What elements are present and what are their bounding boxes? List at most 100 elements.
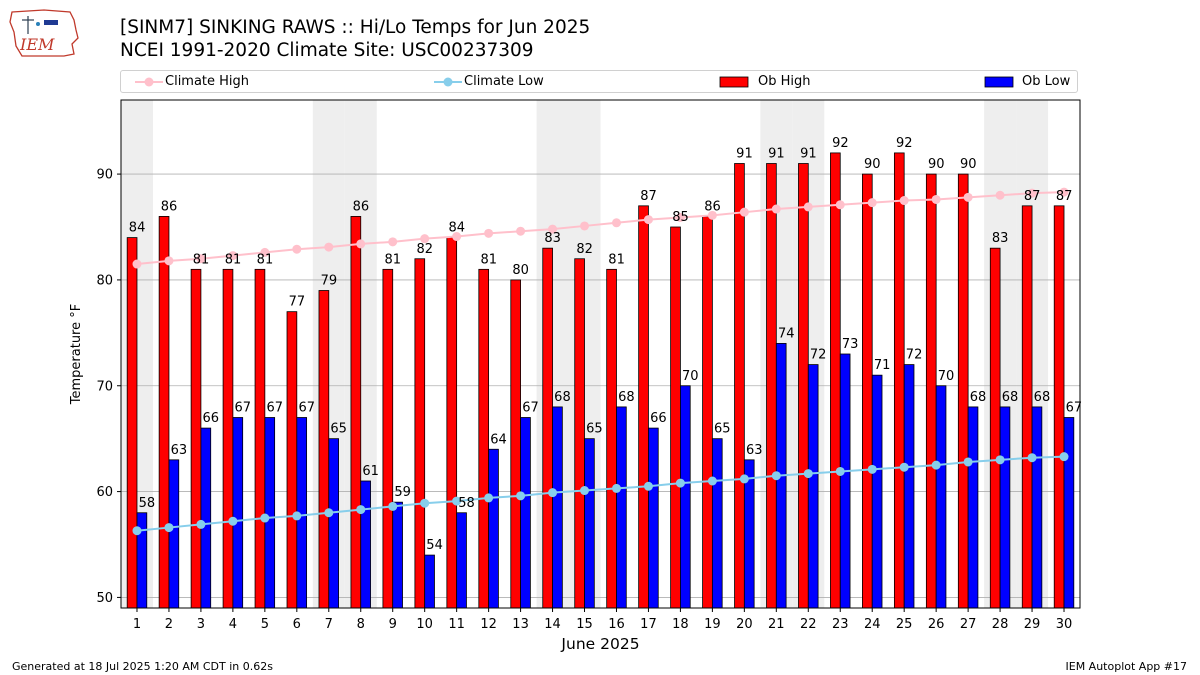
ob-high-bar	[542, 247, 553, 609]
ob-high-label: 91	[800, 147, 817, 162]
ob-high-label: 81	[225, 252, 242, 267]
climate-low-point	[132, 526, 142, 536]
x-tick-label: 11	[448, 617, 465, 632]
legend-climate-high-label: Climate High	[165, 74, 250, 89]
ob-high-label: 81	[193, 252, 210, 267]
climate-low-point	[867, 464, 877, 474]
climate-high-point	[420, 234, 430, 244]
x-tick-label: 6	[293, 617, 301, 632]
ob-low-label: 68	[1034, 390, 1051, 405]
climate-high-point	[995, 190, 1005, 200]
ob-low-bar	[1031, 406, 1043, 609]
x-tick-label: 30	[1056, 617, 1073, 632]
ob-low-label: 67	[1066, 401, 1083, 416]
climate-low-point	[228, 516, 238, 526]
chart-title: [SINM7] SINKING RAWS :: Hi/Lo Temps for …	[120, 17, 591, 38]
ob-high-label: 77	[289, 295, 306, 310]
climate-high-point	[484, 228, 494, 238]
app-label: IEM Autoplot App #17	[1065, 660, 1188, 673]
climate-low-point	[707, 476, 717, 486]
ob-low-bar	[648, 427, 659, 609]
ob-high-bar	[1053, 205, 1065, 609]
ob-low-label: 73	[842, 337, 859, 352]
legend-climate-low-label: Climate Low	[464, 74, 544, 89]
x-tick-label: 14	[544, 617, 561, 632]
ob-high-bar	[734, 163, 745, 609]
climate-low-point	[324, 508, 334, 518]
ob-high-bar	[670, 226, 681, 609]
ob-high-label: 81	[480, 252, 497, 267]
climate-high-point	[931, 194, 941, 204]
ob-high-label: 85	[672, 210, 689, 225]
ob-low-label: 63	[746, 443, 763, 458]
ob-high-bar	[925, 173, 937, 609]
ob-low-label: 66	[203, 411, 220, 426]
ob-low-bar	[552, 406, 563, 609]
ob-high-bar	[382, 268, 394, 609]
climate-low-point	[388, 501, 398, 511]
generated-timestamp: Generated at 18 Jul 2025 1:20 AM CDT in …	[12, 660, 273, 673]
x-tick-label: 16	[608, 617, 625, 632]
ob-low-bar	[456, 512, 467, 609]
ob-high-label: 81	[608, 252, 625, 267]
legend-ob-high-label: Ob High	[758, 74, 811, 89]
ob-high-label: 87	[1024, 189, 1041, 204]
ob-high-bar	[574, 258, 585, 609]
climate-low-point	[771, 471, 781, 481]
ob-high-bar	[862, 173, 873, 609]
climate-low-point	[164, 523, 174, 533]
climate-low-point	[356, 505, 366, 515]
ob-high-label: 87	[640, 189, 657, 204]
ob-low-label: 70	[938, 369, 955, 384]
climate-high-point	[771, 204, 781, 214]
x-tick-label: 7	[325, 617, 333, 632]
climate-high-point	[260, 247, 270, 257]
climate-high-point	[835, 200, 845, 210]
ob-low-label: 71	[874, 358, 891, 373]
y-axis-label: Temperature °F	[69, 304, 84, 405]
climate-low-point	[675, 478, 685, 488]
ob-high-bar	[830, 152, 841, 609]
climate-high-point	[356, 239, 366, 249]
ob-high-label: 79	[321, 274, 338, 289]
ob-high-label: 86	[161, 199, 178, 214]
x-tick-label: 18	[672, 617, 689, 632]
climate-low-point	[899, 462, 909, 472]
climate-low-point	[452, 496, 462, 506]
ob-low-label: 59	[394, 485, 411, 500]
climate-high-point	[675, 212, 685, 222]
climate-low-point	[1027, 453, 1037, 463]
climate-low-point	[196, 519, 206, 529]
ob-high-label: 82	[576, 242, 593, 257]
x-tick-label: 20	[736, 617, 753, 632]
y-tick-label: 90	[96, 168, 113, 183]
ob-high-label: 91	[768, 147, 785, 162]
ob-low-bar	[807, 364, 819, 609]
climate-low-point	[292, 511, 302, 521]
x-tick-label: 10	[416, 617, 433, 632]
climate-high-point	[739, 207, 749, 217]
ob-high-bar	[286, 311, 298, 609]
ob-high-label: 87	[1056, 189, 1073, 204]
ob-low-bar	[520, 417, 531, 609]
climate-high-point	[132, 259, 142, 269]
ob-low-bar	[232, 417, 244, 609]
climate-low-point	[516, 491, 526, 501]
ob-high-bar	[318, 290, 330, 609]
ob-low-label: 72	[810, 348, 827, 363]
climate-high-point	[324, 242, 334, 252]
climate-low-point	[260, 513, 270, 523]
ob-low-label: 67	[266, 401, 283, 416]
legend-ob-low-label: Ob Low	[1022, 74, 1071, 89]
ob-low-bar	[392, 501, 403, 609]
ob-low-bar	[935, 385, 947, 609]
x-tick-label: 25	[896, 617, 913, 632]
ob-low-bar	[200, 427, 212, 609]
svg-text:IEM: IEM	[19, 35, 55, 54]
ob-low-label: 68	[618, 390, 635, 405]
climate-high-point	[707, 210, 717, 220]
ob-high-label: 83	[544, 231, 561, 246]
ob-low-bar	[1063, 417, 1075, 609]
x-tick-label: 29	[1024, 617, 1041, 632]
